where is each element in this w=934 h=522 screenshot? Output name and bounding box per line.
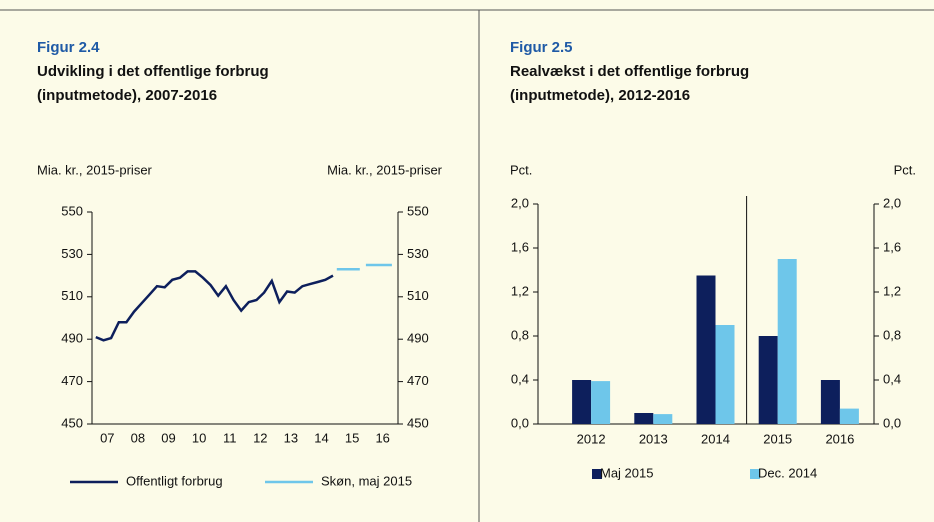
x-tick-label: 13 xyxy=(284,430,298,445)
y-tick-label: 530 xyxy=(61,246,83,261)
bar xyxy=(591,381,611,424)
y-tick-label: 0,0 xyxy=(511,415,529,430)
chart-title: (inputmetode), 2012-2016 xyxy=(510,87,690,104)
legend-label: Skøn, maj 2015 xyxy=(321,473,412,488)
bar xyxy=(715,325,735,424)
y-tick-label: 550 xyxy=(61,203,83,218)
figure-label: Figur 2.5 xyxy=(510,39,573,56)
x-tick-label: 2012 xyxy=(577,431,606,446)
legend-label: Dec. 2014 xyxy=(758,465,817,480)
y2-tick-label: 550 xyxy=(407,203,429,218)
y-tick-label: 470 xyxy=(61,373,83,388)
y2-tick-label: 1,6 xyxy=(883,239,901,254)
bar xyxy=(820,380,840,424)
bar xyxy=(758,336,778,424)
bar xyxy=(572,380,592,424)
chart-title: (inputmetode), 2007-2016 xyxy=(37,87,217,104)
x-tick-label: 2015 xyxy=(763,431,792,446)
y2-tick-label: 490 xyxy=(407,331,429,346)
y2-tick-label: 0,8 xyxy=(883,327,901,342)
figure-label: Figur 2.4 xyxy=(37,39,100,56)
y-tick-label: 490 xyxy=(61,331,83,346)
y2-tick-label: 2,0 xyxy=(883,195,901,210)
x-tick-label: 11 xyxy=(223,430,237,445)
y-tick-label: 1,6 xyxy=(511,239,529,254)
bar xyxy=(696,275,716,424)
y-tick-label: 450 xyxy=(61,415,83,430)
x-tick-label: 2013 xyxy=(639,431,668,446)
x-tick-label: 08 xyxy=(131,430,145,445)
x-tick-label: 2016 xyxy=(825,431,854,446)
y2-axis-label: Pct. xyxy=(894,162,916,177)
x-tick-label: 2014 xyxy=(701,431,730,446)
y2-tick-label: 450 xyxy=(407,415,429,430)
y2-tick-label: 530 xyxy=(407,246,429,261)
chart-title: Udvikling i det offentlige forbrug xyxy=(37,63,269,80)
legend-label: Maj 2015 xyxy=(600,465,653,480)
y-tick-label: 1,2 xyxy=(511,283,529,298)
bar xyxy=(634,413,654,424)
legend-swatch xyxy=(592,469,602,479)
bar xyxy=(839,408,859,424)
x-tick-label: 16 xyxy=(375,430,389,445)
y-axis-label: Mia. kr., 2015-priser xyxy=(37,162,153,177)
x-tick-label: 07 xyxy=(100,430,114,445)
y2-tick-label: 0,4 xyxy=(883,371,901,386)
y-tick-label: 2,0 xyxy=(511,195,529,210)
y2-tick-label: 470 xyxy=(407,373,429,388)
x-tick-label: 09 xyxy=(161,430,175,445)
y2-axis-label: Mia. kr., 2015-priser xyxy=(327,162,443,177)
x-tick-label: 10 xyxy=(192,430,206,445)
x-tick-label: 14 xyxy=(314,430,328,445)
y-tick-label: 0,8 xyxy=(511,327,529,342)
y2-tick-label: 1,2 xyxy=(883,283,901,298)
legend-swatch xyxy=(750,469,760,479)
y-axis-label: Pct. xyxy=(510,162,532,177)
y2-tick-label: 0,0 xyxy=(883,415,901,430)
x-tick-label: 12 xyxy=(253,430,267,445)
x-tick-label: 15 xyxy=(345,430,359,445)
line-series xyxy=(336,263,392,271)
line-series xyxy=(95,270,334,342)
legend-label: Offentligt forbrug xyxy=(126,473,223,488)
chart-title: Realvækst i det offentlige forbrug xyxy=(510,63,749,80)
bar xyxy=(777,259,797,424)
y-tick-label: 510 xyxy=(61,288,83,303)
y-tick-label: 0,4 xyxy=(511,371,529,386)
y2-tick-label: 510 xyxy=(407,288,429,303)
bar xyxy=(653,414,673,424)
